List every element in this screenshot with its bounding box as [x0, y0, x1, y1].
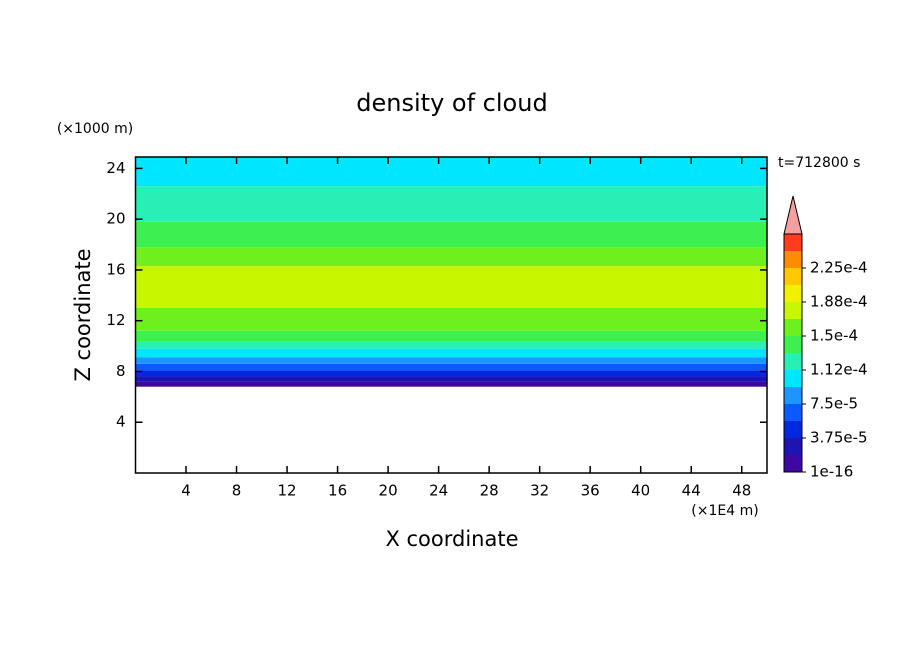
contour-band — [135, 376, 767, 382]
y-tick-label: 4 — [116, 413, 126, 431]
chart-title: density of cloud — [356, 89, 547, 117]
colorbar-tick-label: 1.12e-4 — [810, 361, 868, 379]
colorbar-band — [784, 251, 802, 268]
colorbar-band — [784, 438, 802, 455]
colorbar-band — [784, 319, 802, 336]
contour-band — [135, 186, 767, 207]
contour-band — [135, 363, 767, 371]
x-tick-label: 36 — [581, 482, 600, 500]
y-tick-label: 8 — [116, 362, 126, 380]
x-tick-label: 44 — [682, 482, 701, 500]
contour-band — [135, 330, 767, 342]
contour-band — [135, 381, 767, 387]
colorbar-tick-label: 1.88e-4 — [810, 293, 868, 311]
x-tick-label: 32 — [530, 482, 549, 500]
colorbar-band — [784, 421, 802, 438]
y-tick-label: 12 — [106, 311, 125, 329]
colorbar-band — [784, 387, 802, 404]
y-tick-label: 20 — [106, 210, 125, 228]
contour-band — [135, 308, 767, 331]
contour-band — [135, 357, 767, 364]
colorbar-band — [784, 234, 802, 251]
contour-band — [135, 157, 767, 187]
x-tick-label: 20 — [379, 482, 398, 500]
colorbar-tick-label: 1e-16 — [810, 463, 853, 481]
y-axis-label: Z coordinate — [71, 248, 95, 381]
contour-band — [135, 266, 767, 309]
colorbar-frame — [783, 233, 803, 473]
contour-band — [135, 247, 767, 267]
x-axis-label: X coordinate — [385, 527, 518, 551]
y-unit: (×1000 m) — [57, 121, 133, 137]
x-tick-label: 28 — [480, 482, 499, 500]
colorbar-band — [784, 268, 802, 285]
colorbar-band — [784, 404, 802, 421]
colorbar-tick-label: 1.5e-4 — [810, 327, 858, 345]
y-tick-label: 24 — [106, 159, 125, 177]
x-tick-label: 40 — [631, 482, 650, 500]
x-tick-label: 24 — [429, 482, 448, 500]
colorbar-tick-label: 7.5e-5 — [810, 395, 858, 413]
colorbar-tick-label: 3.75e-5 — [810, 429, 868, 447]
annotation: t=712800 s — [778, 155, 860, 171]
colorbar-band — [784, 302, 802, 319]
colorbar-band — [784, 455, 802, 472]
x-tick-label: 16 — [328, 482, 347, 500]
x-unit: (×1E4 m) — [691, 503, 758, 519]
colorbar-band — [784, 370, 802, 387]
colorbar-band — [784, 336, 802, 353]
plot-frame — [134, 156, 768, 474]
contour-band — [135, 221, 767, 248]
contour-band — [135, 206, 767, 222]
colorbar-band — [784, 353, 802, 370]
contour-band — [135, 348, 767, 358]
colorbar-band — [784, 285, 802, 302]
colorbar-extension — [783, 195, 803, 235]
x-tick-label: 48 — [732, 482, 751, 500]
contour-band — [135, 341, 767, 349]
y-tick-label: 16 — [106, 260, 125, 278]
contour-band — [135, 370, 767, 377]
x-tick-label: 12 — [278, 482, 297, 500]
x-tick-label: 8 — [232, 482, 242, 500]
colorbar-tick-label: 2.25e-4 — [810, 259, 868, 277]
x-tick-label: 4 — [181, 482, 191, 500]
